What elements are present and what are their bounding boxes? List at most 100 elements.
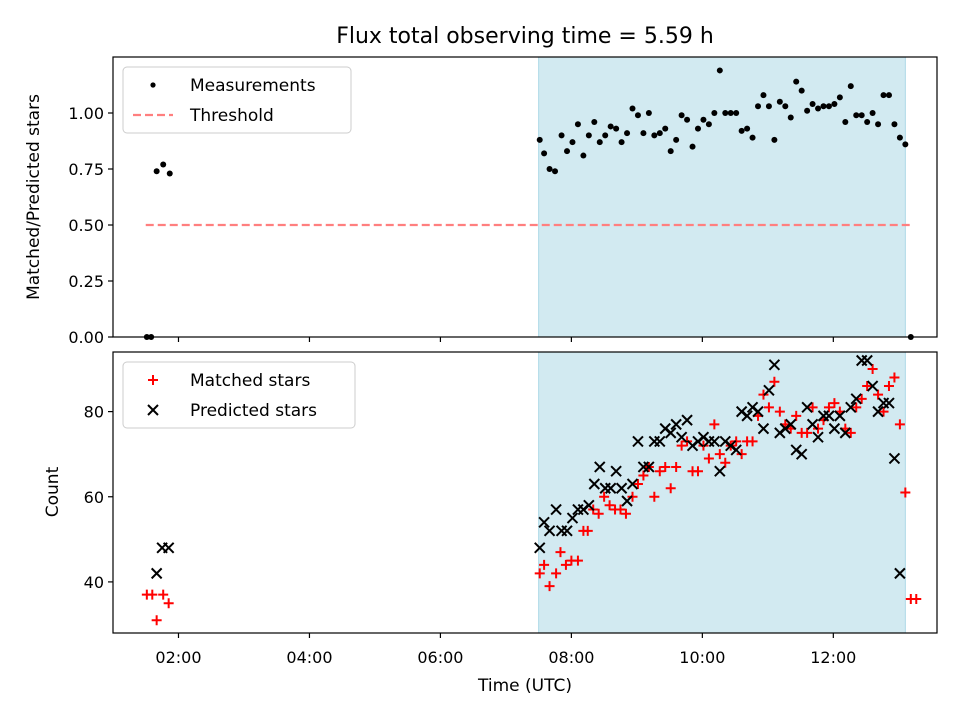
data-point: [620, 508, 631, 519]
data-point: [558, 132, 565, 139]
data-point: [539, 559, 550, 570]
data-point: [599, 491, 610, 502]
data-point: [727, 110, 734, 116]
data-point: [869, 110, 876, 116]
data-point: [738, 127, 745, 134]
data-point: [755, 103, 762, 110]
data-point: [564, 148, 571, 155]
data-point: [720, 457, 731, 468]
legend-marker: [147, 404, 159, 416]
top-y-axis-label: Matched/Predicted stars: [24, 94, 44, 300]
data-point: [607, 123, 614, 130]
data-point: [749, 134, 756, 141]
data-point: [626, 478, 639, 490]
x-axis-label: Time (UTC): [477, 676, 572, 696]
data-point: [804, 107, 811, 114]
data-point: [153, 168, 160, 175]
x-tick-label: 08:00: [548, 648, 594, 667]
data-point: [671, 461, 682, 472]
series-measurements: [143, 67, 914, 340]
data-point: [867, 364, 878, 375]
data-point: [560, 559, 571, 570]
data-point: [615, 482, 628, 494]
data-point: [676, 440, 687, 451]
data-point: [842, 118, 849, 125]
y-tick-label: 0.50: [68, 216, 104, 235]
data-point: [613, 125, 620, 132]
data-point: [888, 452, 901, 465]
x-tick-label: 10:00: [679, 648, 725, 667]
data-point: [654, 435, 666, 448]
data-point: [752, 405, 764, 418]
data-point: [664, 427, 677, 439]
data-point: [618, 139, 625, 146]
data-point: [815, 105, 822, 112]
series-predicted-stars: [150, 354, 906, 580]
data-point: [911, 593, 922, 604]
data-point: [536, 136, 543, 143]
data-point: [166, 170, 173, 177]
y-tick-label: 1.00: [68, 104, 104, 123]
data-point: [602, 132, 609, 139]
data-point: [839, 427, 852, 439]
data-point: [150, 567, 163, 580]
data-point: [902, 141, 909, 148]
data-point: [610, 465, 622, 477]
data-point: [656, 130, 663, 137]
data-point: [569, 139, 576, 146]
x-tick-label: 02:00: [155, 648, 201, 667]
data-point: [802, 427, 813, 438]
data-point: [722, 110, 729, 116]
data-point: [851, 402, 862, 413]
data-point: [847, 83, 854, 90]
data-point: [801, 401, 813, 414]
data-point: [875, 121, 882, 128]
data-point: [771, 136, 778, 143]
data-point: [673, 136, 680, 143]
data-point: [538, 516, 550, 529]
legend-label: Measurements: [190, 76, 316, 96]
data-point: [147, 589, 158, 600]
data-point: [747, 436, 758, 447]
data-point: [534, 568, 545, 579]
data-point: [763, 384, 775, 397]
y-tick-label: 0.00: [68, 328, 104, 347]
data-point: [894, 419, 905, 430]
data-point: [572, 555, 583, 566]
data-point: [866, 380, 879, 392]
y-tick-label: 60: [84, 488, 104, 507]
data-point: [798, 87, 805, 94]
data-point: [765, 103, 772, 110]
data-point: [552, 168, 559, 175]
legend-box: [122, 361, 356, 429]
data-point: [861, 354, 873, 367]
data-point: [785, 418, 797, 431]
data-point: [692, 466, 703, 477]
x-tick-label: 06:00: [417, 648, 463, 667]
data-point: [163, 598, 174, 609]
data-point: [678, 112, 685, 119]
data-point: [757, 422, 770, 435]
data-point: [774, 406, 785, 417]
axes-frame: [112, 351, 938, 634]
data-point: [160, 161, 167, 168]
data-point: [694, 125, 701, 132]
legend-label: Threshold: [189, 106, 274, 126]
data-point: [689, 143, 696, 150]
legend-label: Matched stars: [190, 371, 310, 391]
data-point: [162, 542, 175, 554]
data-point: [604, 482, 617, 494]
data-point: [856, 393, 867, 404]
data-point: [621, 495, 633, 507]
data-point: [795, 448, 808, 460]
data-point: [544, 581, 555, 592]
data-point: [705, 121, 712, 128]
data-point: [823, 402, 834, 413]
legend: Measurements Threshold: [122, 66, 352, 134]
data-point: [550, 503, 562, 516]
data-point: [629, 105, 636, 112]
data-point: [744, 125, 751, 132]
data-point: [640, 130, 647, 137]
data-point: [894, 567, 906, 580]
data-point: [714, 449, 725, 460]
